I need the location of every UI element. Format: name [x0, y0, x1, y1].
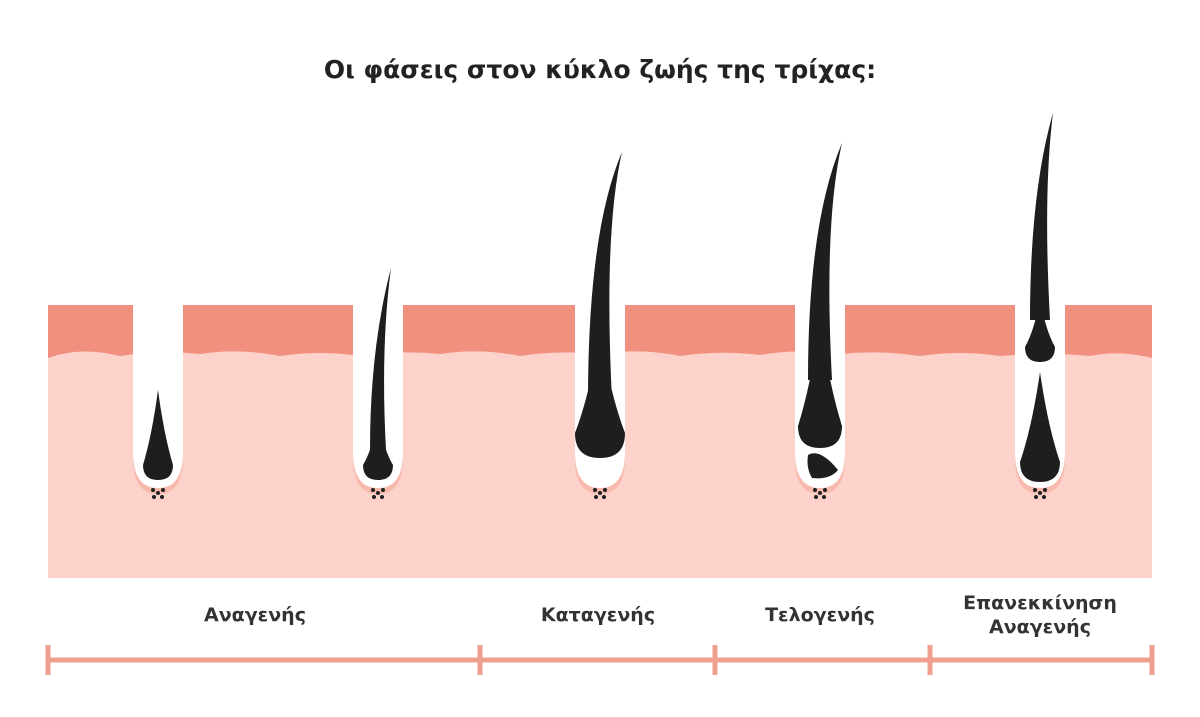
- hair-fragment: [807, 453, 838, 479]
- papilla-dot: [376, 491, 380, 495]
- hair-shaft: [370, 268, 391, 450]
- papilla-dot: [372, 495, 376, 499]
- papilla-dot: [1043, 488, 1047, 492]
- papilla-dot: [381, 488, 385, 492]
- papilla-dot: [598, 491, 602, 495]
- papilla-dot: [593, 488, 597, 492]
- hair-bulb: [575, 330, 625, 458]
- phase-label: Αναγενής: [204, 604, 306, 626]
- papilla-dot: [371, 488, 375, 492]
- papilla-dot: [822, 495, 826, 499]
- hair-bulb: [798, 320, 842, 448]
- papilla-dot: [156, 491, 160, 495]
- hair-bulb: [143, 390, 173, 480]
- hair-shaft: [1030, 113, 1053, 320]
- papilla-dot: [160, 495, 164, 499]
- papilla-dot: [152, 495, 156, 499]
- papilla-dot: [1033, 488, 1037, 492]
- follicles: [133, 113, 1065, 499]
- hair-shaft: [808, 143, 842, 380]
- papilla-dot: [1042, 495, 1046, 499]
- papilla-dot: [603, 488, 607, 492]
- phase-label: Επανεκκίνηση Αναγενής: [963, 592, 1117, 638]
- title: Οι φάσεις στον κύκλο ζωής της τρίχας:: [323, 55, 877, 84]
- papilla-dot: [151, 488, 155, 492]
- hair-shaft: [588, 152, 622, 400]
- hair-bulb: [363, 420, 393, 480]
- papilla-dot: [594, 495, 598, 499]
- papilla-dot: [814, 495, 818, 499]
- papilla-dot: [602, 495, 606, 499]
- papilla-dot: [1038, 491, 1042, 495]
- papilla-dot: [380, 495, 384, 499]
- papilla-dot: [161, 488, 165, 492]
- papilla-dot: [818, 491, 822, 495]
- papilla-dot: [823, 488, 827, 492]
- hair-bulb: [1020, 372, 1060, 482]
- phase-label: Τελογενής: [765, 604, 875, 626]
- papilla-dot: [813, 488, 817, 492]
- hair-bulb: [1025, 300, 1055, 362]
- phase-label: Καταγενής: [540, 604, 656, 626]
- papilla-dot: [1034, 495, 1038, 499]
